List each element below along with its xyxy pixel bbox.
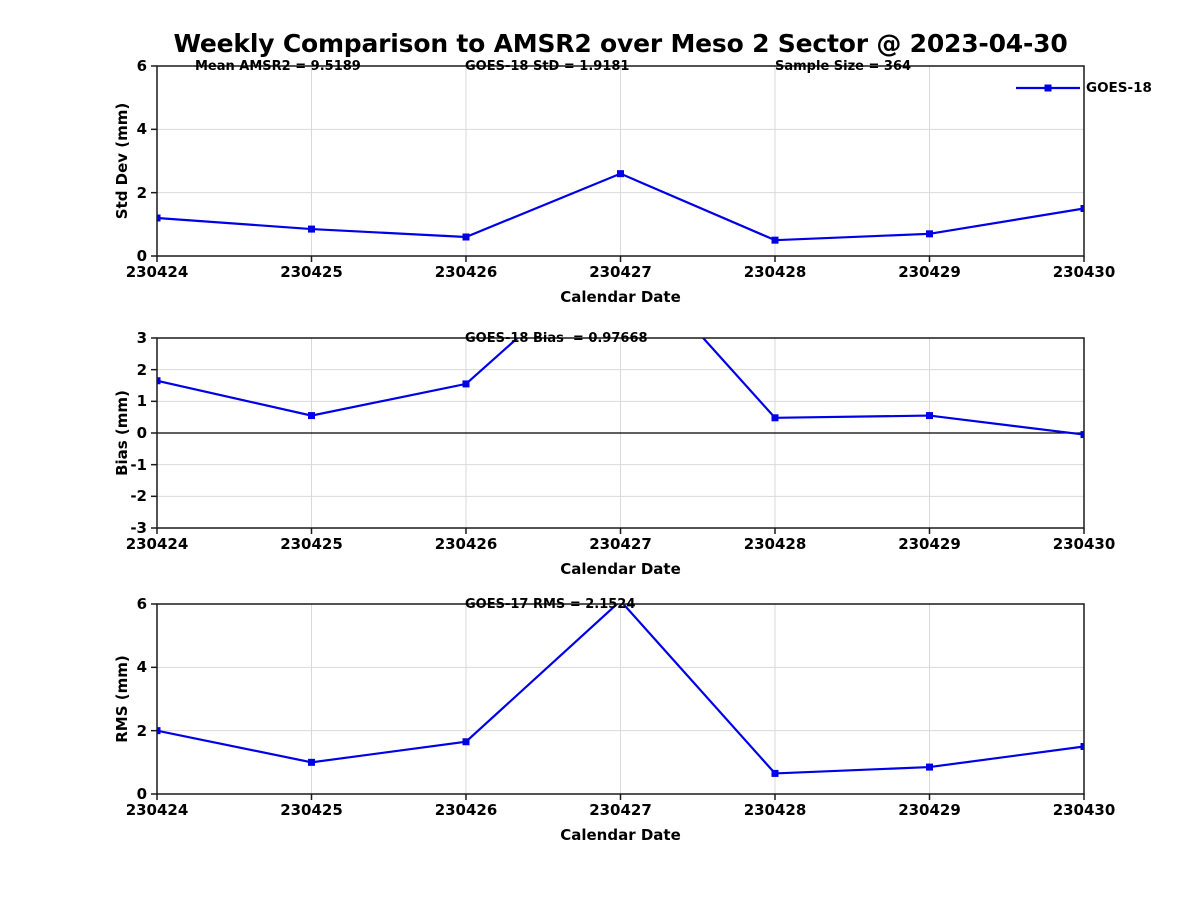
axis-border [156, 337, 1085, 529]
x-tick-label: 230428 [743, 801, 807, 819]
y-tick-label: 2 [136, 360, 147, 379]
data-line [157, 172, 1084, 242]
x-tick-label: 230424 [125, 263, 189, 281]
axis-ticks [151, 337, 1085, 534]
legend-series-label: GOES-18 [1086, 80, 1152, 96]
gridlines [156, 603, 1085, 795]
x-tick-label: 230424 [125, 801, 189, 819]
x-tick-label: 230426 [434, 801, 498, 819]
y-tick-label: 2 [136, 721, 147, 740]
legend-line-marker-swatch [1016, 84, 1080, 92]
annotation-goes18-std: GOES-18 StD = 1.9181 [465, 59, 630, 74]
plot-canvas-stddev [151, 65, 1085, 262]
data-line [157, 604, 1084, 775]
x-tick-label: 230427 [589, 535, 652, 553]
data-markers [157, 604, 1084, 777]
x-tick-label: 230426 [434, 263, 498, 281]
x-tick-label: 230429 [898, 535, 961, 553]
x-tick-label: 230430 [1052, 801, 1116, 819]
y-tick-label: 1 [136, 392, 147, 411]
legend: GOES-18 [1016, 80, 1152, 96]
y-tick-label: 3 [136, 329, 147, 347]
x-tick-label: 230427 [589, 801, 652, 819]
x-tick-label: 230425 [280, 263, 343, 281]
y-tick-label: 0 [136, 424, 147, 442]
y-tick-label: 4 [136, 658, 147, 677]
x-axis-label-bias: Calendar Date [560, 560, 681, 578]
axis-border [156, 65, 1085, 257]
x-tick-label: 230428 [743, 263, 807, 281]
y-tick-label: 2 [136, 183, 147, 202]
y-tick-label: 0 [136, 785, 147, 803]
y-tick-label: -2 [130, 487, 147, 506]
annotation-mean-amsr2: Mean AMSR2 = 9.5189 [195, 59, 361, 74]
x-tick-label: 230424 [125, 535, 189, 553]
x-tick-label: 230430 [1052, 535, 1116, 553]
y-tick-label: 4 [136, 120, 147, 139]
annotation-goes17-rms: GOES-17 RMS = 2.1524 [465, 597, 636, 612]
plot-canvas-bias [151, 337, 1085, 534]
x-axis-label-stddev: Calendar Date [560, 288, 681, 306]
y-tick-label: -1 [130, 455, 147, 474]
data-markers [157, 170, 1084, 244]
x-tick-label: 230425 [280, 801, 343, 819]
annotation-goes18-bias: GOES-18 Bias = 0.97668 [465, 331, 648, 346]
gridlines [156, 337, 1085, 529]
y-axis-label-rms: RMS (mm) [113, 655, 131, 743]
gridlines [156, 65, 1085, 257]
x-tick-label: 230429 [898, 263, 961, 281]
axis-ticks [151, 65, 1085, 262]
axis-border [156, 603, 1085, 795]
y-tick-label: -3 [130, 519, 147, 537]
y-axis-label-bias: Bias (mm) [113, 390, 131, 476]
x-tick-label: 230429 [898, 801, 961, 819]
axis-ticks [151, 603, 1085, 800]
y-tick-label: 6 [136, 57, 147, 75]
plot-canvas-rms [151, 603, 1085, 800]
x-tick-label: 230425 [280, 535, 343, 553]
x-tick-label: 230428 [743, 535, 807, 553]
x-axis-label-rms: Calendar Date [560, 826, 681, 844]
y-tick-label: 6 [136, 595, 147, 613]
annotation-sample-size: Sample Size = 364 [775, 59, 912, 74]
x-tick-label: 230427 [589, 263, 652, 281]
x-tick-label: 230426 [434, 535, 498, 553]
y-axis-label-stddev: Std Dev (mm) [113, 102, 131, 220]
data-markers [157, 377, 1084, 439]
y-tick-label: 0 [136, 247, 147, 265]
x-tick-label: 230430 [1052, 263, 1116, 281]
chart-title: Weekly Comparison to AMSR2 over Meso 2 S… [173, 29, 1068, 58]
data-line [157, 338, 1084, 436]
